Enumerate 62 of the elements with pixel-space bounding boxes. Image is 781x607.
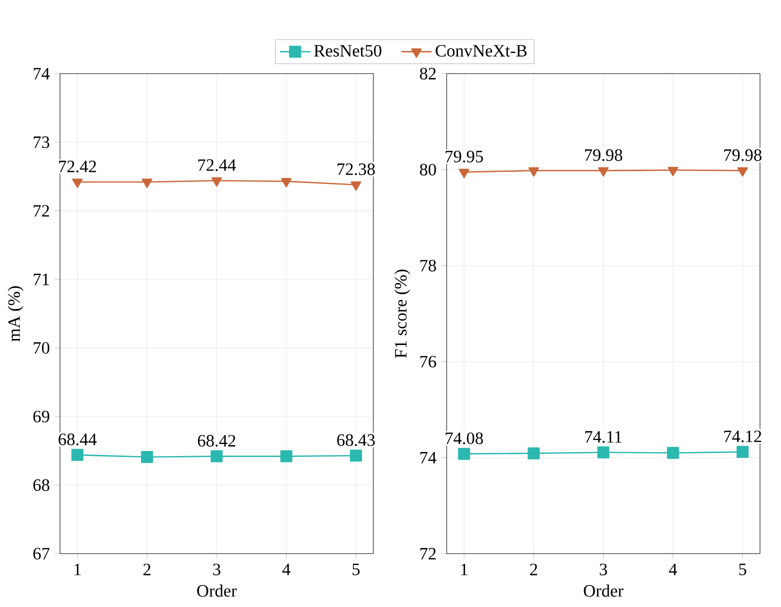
data-label: 68.42 (198, 434, 236, 447)
data-label: 72.42 (59, 160, 96, 172)
point (280, 450, 292, 462)
point (458, 168, 470, 178)
y-tick-label: 74 (420, 452, 436, 464)
x-tick-label: 3 (213, 564, 220, 576)
y-tick-label: 71 (34, 274, 49, 286)
x-tick-label: 5 (352, 564, 360, 576)
point (668, 166, 678, 176)
y-tick-label: 67 (33, 548, 50, 560)
point (142, 178, 152, 188)
point (598, 167, 609, 177)
y-tick-label: 76 (420, 356, 436, 368)
y-tick-label: 72 (34, 205, 50, 217)
point (458, 448, 470, 460)
data-label: 74.11 (585, 431, 622, 443)
y-axis-title: F1 score (%) (394, 270, 410, 358)
data-label: 79.95 (446, 150, 483, 162)
x-tick-label: 2 (530, 564, 538, 576)
y-tick-label: 80 (420, 164, 436, 176)
y-axis-title: mA (%) (8, 286, 24, 342)
x-tick-label: 1 (74, 564, 81, 576)
y-tick-label: 74 (34, 68, 50, 80)
y-tick-label: 72 (420, 548, 436, 560)
data-label: 68.43 (337, 434, 375, 446)
point (737, 167, 748, 177)
point (528, 167, 539, 177)
point (350, 450, 362, 462)
data-label: 72.44 (198, 159, 236, 172)
y-tick-label: 82 (420, 68, 436, 80)
y-tick-label: 70 (34, 342, 50, 354)
x-tick-label: 4 (282, 564, 290, 576)
point (141, 450, 154, 463)
point (666, 446, 679, 459)
x-tick-label: 3 (600, 564, 607, 576)
x-axis-title: Order (197, 584, 237, 597)
point (72, 178, 83, 188)
x-tick-label: 1 (461, 564, 468, 576)
x-tick-label: 5 (739, 564, 746, 576)
point (71, 448, 84, 461)
data-label: 79.98 (584, 149, 622, 162)
data-label: 72.38 (338, 163, 375, 176)
point (281, 178, 292, 188)
point (210, 450, 223, 462)
point (350, 181, 362, 191)
data-label: 74.12 (724, 430, 762, 442)
legend-label: ResNet50 (314, 44, 382, 57)
y-tick-label: 69 (33, 410, 50, 422)
data-label: 79.98 (724, 149, 762, 162)
y-tick-label: 68 (33, 479, 50, 491)
point (736, 446, 749, 458)
x-axis-title: Order (584, 584, 624, 597)
point (597, 446, 610, 458)
point (211, 177, 222, 187)
x-tick-label: 2 (143, 564, 150, 576)
y-tick-label: 78 (420, 260, 436, 272)
data-label: 74.08 (446, 432, 483, 444)
point (528, 447, 540, 460)
y-tick-label: 73 (34, 136, 50, 148)
x-tick-label: 4 (668, 564, 678, 576)
legend-label: ConvNeXt-B (436, 44, 527, 57)
data-label: 68.44 (58, 434, 97, 446)
